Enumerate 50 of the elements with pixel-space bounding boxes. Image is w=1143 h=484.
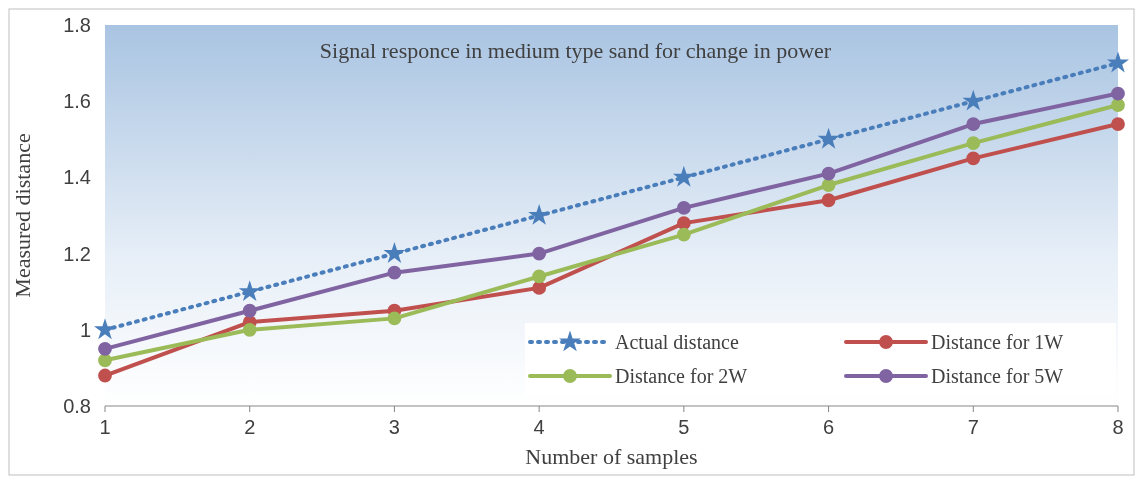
point: [98, 341, 112, 356]
y-tick-label: 1.6: [63, 90, 91, 113]
y-tick-label: 0.8: [63, 395, 91, 417]
x-tick-label: 6: [823, 416, 835, 438]
y-tick-label: 1.2: [63, 242, 91, 265]
x-tick-label: 8: [1112, 416, 1124, 438]
point: [821, 166, 836, 181]
point: [962, 89, 985, 111]
legend-label: Actual distance: [615, 331, 739, 353]
point: [387, 265, 402, 280]
x-tick-label: 1: [99, 416, 111, 438]
point: [242, 303, 257, 318]
point: [98, 368, 112, 383]
y-tick-label: 1: [79, 318, 91, 341]
point: [821, 178, 836, 192]
x-tick-label: 2: [244, 416, 256, 438]
legend-label: Distance for 2W: [615, 365, 748, 387]
point: [1111, 117, 1125, 131]
point: [383, 242, 406, 263]
y-axis-title: Measured distance: [10, 133, 35, 298]
point: [98, 353, 112, 368]
point: [528, 203, 551, 225]
x-tick-label: 3: [388, 416, 400, 438]
point: [676, 200, 691, 215]
point: [676, 227, 691, 242]
y-tick-label: 1.4: [63, 166, 91, 189]
point: [1111, 86, 1125, 101]
point: [676, 216, 691, 231]
point: [238, 280, 261, 302]
point: [1111, 98, 1125, 112]
point: [532, 280, 547, 295]
point: [672, 165, 695, 187]
x-axis-title: Number of samples: [525, 444, 698, 469]
legend-label: Distance for 1W: [931, 331, 1064, 353]
x-tick-label: 7: [967, 416, 979, 438]
point: [817, 127, 840, 149]
text: Signal responce in medium type sand for change in power: [319, 38, 832, 63]
point: [1107, 51, 1129, 73]
point: [242, 322, 257, 337]
x-tick-label: 4: [533, 416, 545, 438]
point: [966, 117, 981, 131]
point: [532, 246, 547, 261]
legend-label: Distance for 5W: [931, 365, 1064, 387]
point: [532, 269, 547, 284]
x-tick-label: 5: [678, 416, 690, 438]
point: [387, 311, 402, 326]
point: [966, 136, 981, 151]
y-tick-label: 1.8: [63, 14, 91, 36]
point: [821, 193, 836, 208]
point: [966, 151, 981, 166]
